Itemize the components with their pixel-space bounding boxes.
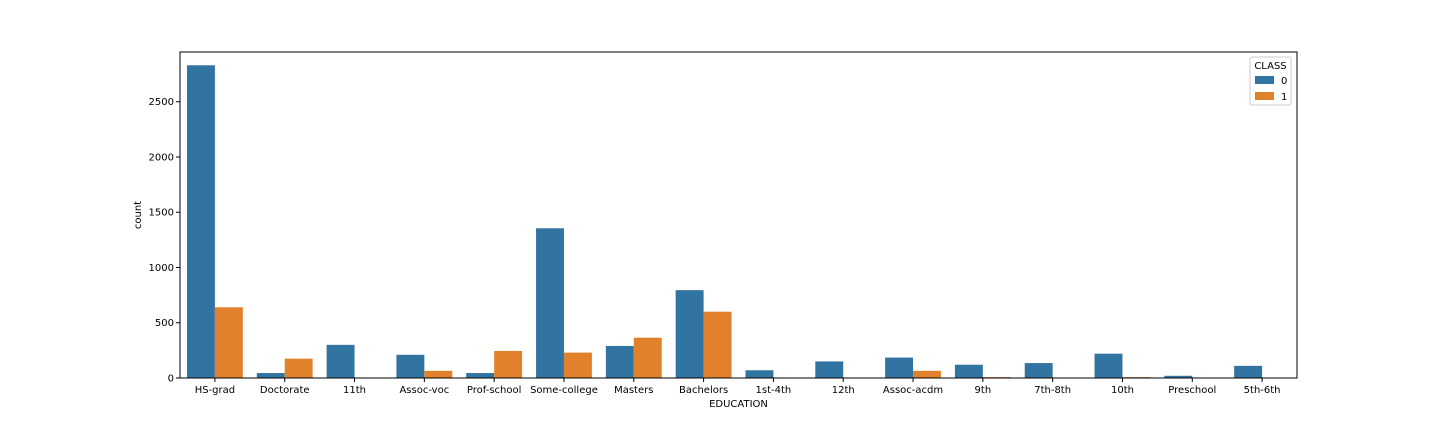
legend: CLASS 01 — [1249, 56, 1292, 106]
bar-doctorate-class-0 — [256, 373, 285, 378]
bar-masters-class-1 — [633, 337, 662, 378]
x-tick-label: Assoc-voc — [399, 385, 449, 396]
bar-bachelors-class-1 — [703, 311, 732, 378]
bar-10th-class-0 — [1094, 353, 1123, 378]
bar-masters-class-0 — [605, 345, 634, 378]
bar-9th-class-0 — [954, 364, 983, 378]
bar-7th-8th-class-0 — [1024, 363, 1053, 378]
x-tick-label: 11th — [343, 385, 366, 396]
x-tick-label: Preschool — [1168, 385, 1216, 396]
bar-5th-6th-class-0 — [1234, 365, 1263, 378]
y-tick-label: 1500 — [149, 208, 174, 219]
x-tick-label: 9th — [975, 385, 992, 396]
x-tick-label: Bachelors — [679, 385, 728, 396]
bar-some-college-class-1 — [563, 352, 592, 378]
y-tick-label: 2500 — [149, 97, 174, 108]
y-axis: 0 500 1000 1500 2000 2500 — [149, 97, 180, 385]
legend-label-0: 0 — [1281, 76, 1287, 87]
bar-assoc-acdm-class-0 — [885, 357, 914, 378]
legend-items: 01 — [1255, 76, 1287, 103]
x-tick-label: 5th-6th — [1244, 385, 1281, 396]
legend-title: CLASS — [1254, 61, 1286, 72]
x-tick-label: 7th-8th — [1034, 385, 1071, 396]
x-tick-label: 1st-4th — [756, 385, 792, 396]
bar-doctorate-class-1 — [284, 358, 313, 378]
bar-11th-class-0 — [326, 344, 355, 378]
bars-group — [186, 65, 1263, 378]
x-tick-label: 12th — [832, 385, 855, 396]
bar-assoc-voc-class-0 — [396, 354, 425, 378]
x-tick-label: Masters — [614, 385, 653, 396]
bar-prof-school-class-1 — [494, 350, 523, 378]
bar-hs-grad-class-0 — [186, 65, 215, 378]
legend-swatch-1 — [1255, 92, 1274, 100]
y-axis-label: count — [133, 201, 144, 229]
legend-label-1: 1 — [1281, 92, 1287, 103]
x-tick-label: Prof-school — [467, 385, 522, 396]
bar-prof-school-class-0 — [466, 373, 495, 378]
bar-some-college-class-0 — [536, 228, 564, 378]
bar-assoc-acdm-class-1 — [913, 370, 941, 378]
x-axis: HS-grad Doctorate 11th Assoc-voc Prof-school… — [195, 378, 1281, 396]
x-axis-label: EDUCATION — [709, 399, 768, 410]
legend-swatch-0 — [1255, 76, 1274, 84]
y-tick-label: 0 — [168, 374, 174, 385]
bar-12th-class-0 — [815, 361, 844, 378]
bar-1st-4th-class-0 — [745, 370, 774, 378]
bar-preschool-class-0 — [1164, 375, 1193, 378]
plot-area-frame — [179, 51, 1298, 379]
x-tick-label: Some-college — [530, 385, 598, 396]
y-tick-label: 500 — [155, 318, 174, 329]
bar-hs-grad-class-1 — [214, 307, 243, 378]
x-tick-label: 10th — [1111, 385, 1134, 396]
bar-bachelors-class-0 — [675, 290, 704, 378]
x-tick-label: Assoc-acdm — [883, 385, 943, 396]
x-tick-label: HS-grad — [195, 385, 235, 396]
y-tick-label: 2000 — [149, 152, 174, 163]
bar-assoc-voc-class-1 — [424, 370, 453, 378]
y-tick-label: 1000 — [149, 263, 174, 274]
x-tick-label: Doctorate — [260, 385, 310, 396]
